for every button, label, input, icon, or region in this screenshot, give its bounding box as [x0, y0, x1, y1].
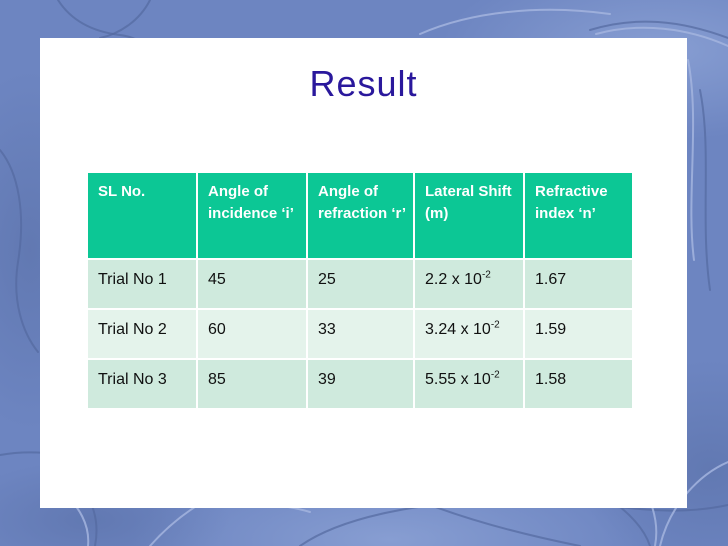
col-header-sl-no: SL No. — [88, 173, 198, 260]
lateral-shift-cell: 3.24 x 10-2 — [413, 308, 525, 360]
angle-refraction-cell: 25 — [306, 258, 415, 310]
table-row: Trial No 1 45 25 2.2 x 10-2 1.67 — [88, 258, 632, 310]
table-body: Trial No 1 45 25 2.2 x 10-2 1.67 Trial No 2 60… — [88, 258, 632, 410]
col-header-angle-incidence: Angle of incidence ‘i’ — [196, 173, 308, 260]
refractive-index-cell: 1.67 — [523, 258, 632, 310]
slide-canvas: Result SL No. Angle of incidence ‘i’ Ang… — [40, 38, 687, 508]
col-header-lateral-shift: Lateral Shift (m) — [413, 173, 525, 260]
angle-refraction-cell: 33 — [306, 308, 415, 360]
col-header-refractive-index: Refractive index ‘n’ — [523, 173, 632, 260]
angle-incidence-cell: 85 — [196, 358, 308, 410]
refractive-index-cell: 1.58 — [523, 358, 632, 410]
exponent-superscript: -2 — [490, 369, 500, 381]
results-table: SL No. Angle of incidence ‘i’ Angle of r… — [88, 173, 632, 410]
col-header-angle-refraction: Angle of refraction ‘r’ — [306, 173, 415, 260]
exponent-superscript: -2 — [481, 269, 491, 281]
refractive-index-cell: 1.59 — [523, 308, 632, 360]
angle-incidence-cell: 45 — [196, 258, 308, 310]
table-header: SL No. Angle of incidence ‘i’ Angle of r… — [88, 173, 632, 260]
lateral-shift-cell: 2.2 x 10-2 — [413, 258, 525, 310]
trial-label-cell: Trial No 1 — [88, 258, 198, 310]
angle-refraction-cell: 39 — [306, 358, 415, 410]
angle-incidence-cell: 60 — [196, 308, 308, 360]
table-row: Trial No 3 85 39 5.55 x 10-2 1.58 — [88, 358, 632, 410]
trial-label-cell: Trial No 3 — [88, 358, 198, 410]
lateral-shift-cell: 5.55 x 10-2 — [413, 358, 525, 410]
trial-label-cell: Trial No 2 — [88, 308, 198, 360]
slide-title: Result — [309, 63, 418, 104]
exponent-superscript: -2 — [490, 319, 500, 331]
header-row: SL No. Angle of incidence ‘i’ Angle of r… — [88, 173, 632, 260]
table-row: Trial No 2 60 33 3.24 x 10-2 1.59 — [88, 308, 632, 360]
